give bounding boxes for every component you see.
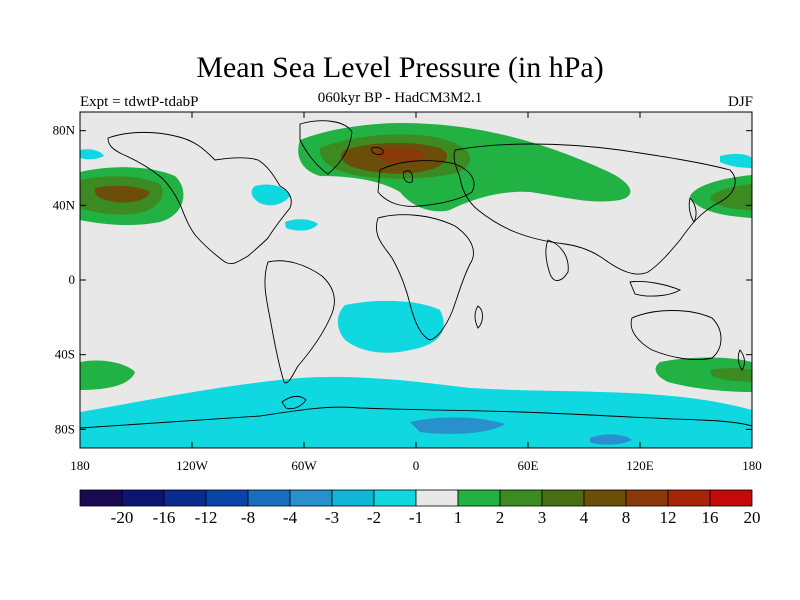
latitude-ticks: 80N 40N 0 40S 80S (53, 123, 752, 436)
colorbar-swatch (541, 489, 585, 507)
coast-africa (376, 214, 474, 341)
colorbar-swatch (709, 489, 753, 507)
anomaly-atlantic-cyan (285, 219, 318, 231)
experiment-label: Expt = tdwtP-tdabP (80, 94, 199, 110)
coast-iceland (371, 147, 384, 155)
colorbar-label: -20 (111, 508, 134, 527)
lat-tick-label: 80N (53, 123, 76, 138)
colorbar-swatch (289, 489, 333, 507)
anomaly-antarctic-interior (410, 417, 505, 434)
colorbar-label: 8 (622, 508, 631, 527)
anomaly-antarctic-interior-2 (590, 434, 632, 445)
colorbar-label: 2 (496, 508, 505, 527)
colorbar-swatch (667, 489, 711, 507)
lon-tick-label: 60W (291, 458, 317, 473)
lon-tick-label: 180 (742, 458, 762, 473)
map-subtitle: 060kyr BP - HadCM3M2.1 (317, 90, 483, 106)
anomaly-europe-core (376, 147, 425, 164)
coast-greenland (299, 120, 353, 175)
coast-uk (403, 170, 413, 183)
coast-north-america (107, 131, 292, 265)
lon-tick-label: 60E (518, 458, 539, 473)
anomaly-north-pacific-west-brown (94, 185, 150, 203)
coast-antarctic-peninsula (281, 395, 307, 410)
anomaly-north-pacific-east-olive (710, 184, 752, 210)
colorbar-swatch (121, 489, 165, 507)
colorbar-swatch (373, 489, 417, 507)
lon-tick-label: 120W (176, 458, 209, 473)
lon-tick-label: 120E (626, 458, 654, 473)
longitude-ticks: 180 120W 60W 0 60E 120E 180 (70, 112, 762, 473)
colorbar-label: -12 (195, 508, 218, 527)
coast-asia (453, 143, 736, 275)
coastlines (80, 120, 752, 429)
colorbar-label: -16 (153, 508, 176, 527)
colorbar-swatch (457, 489, 501, 507)
lat-tick-label: 40S (55, 347, 75, 362)
colorbar-swatch (583, 489, 627, 507)
colorbar-label: -3 (325, 508, 339, 527)
coast-antarctica (80, 406, 752, 429)
colorbar-swatch (79, 489, 123, 507)
colorbar-swatch (625, 489, 669, 507)
coast-australia (630, 310, 722, 361)
colorbar-swatch (205, 489, 249, 507)
anomaly-arctic-cyan (80, 149, 104, 160)
colorbar-swatch (247, 489, 291, 507)
lon-tick-label: 0 (413, 458, 420, 473)
colorbar-label: 1 (454, 508, 463, 527)
lat-tick-label: 40N (53, 197, 76, 212)
colorbar-swatch (331, 489, 375, 507)
colorbar-label: -8 (241, 508, 255, 527)
coast-japan (688, 197, 697, 223)
coast-new-zealand (737, 349, 745, 371)
colorbar: -20 -16 -12 -8 -4 -3 -2 -1 1 2 3 4 8 12 16 20 (79, 489, 761, 527)
anomaly-north-atlantic-cyan (251, 184, 290, 206)
coast-madagascar (474, 305, 483, 329)
anomaly-fields (80, 122, 752, 448)
colorbar-label: 20 (744, 508, 761, 527)
map-title: Mean Sea Level Pressure (in hPa) (196, 51, 604, 84)
anomaly-south-indian-east-olive (710, 368, 752, 382)
coast-europe (377, 160, 475, 207)
anomaly-siberia-cyan (720, 153, 752, 168)
colorbar-label: 16 (702, 508, 719, 527)
coast-south-america (264, 260, 335, 384)
season-label: DJF (727, 94, 753, 110)
lat-tick-label: 80S (55, 421, 75, 436)
colorbar-label: 4 (580, 508, 589, 527)
lon-tick-label: 180 (70, 458, 90, 473)
colorbar-swatch (163, 489, 207, 507)
anomaly-south-atlantic (337, 300, 444, 353)
colorbar-label: -1 (409, 508, 423, 527)
colorbar-label: 12 (660, 508, 677, 527)
coast-india (545, 239, 569, 281)
coast-indonesia (629, 281, 682, 297)
anomaly-south-indian-east (655, 357, 752, 392)
anomaly-southern-ocean (80, 376, 752, 448)
lat-tick-label: 0 (69, 272, 76, 287)
colorbar-label: -2 (367, 508, 381, 527)
colorbar-swatch (415, 489, 459, 507)
colorbar-label: 3 (538, 508, 547, 527)
colorbar-swatch (499, 489, 543, 507)
anomaly-south-pacific-west (80, 360, 135, 390)
colorbar-label: -4 (283, 508, 298, 527)
